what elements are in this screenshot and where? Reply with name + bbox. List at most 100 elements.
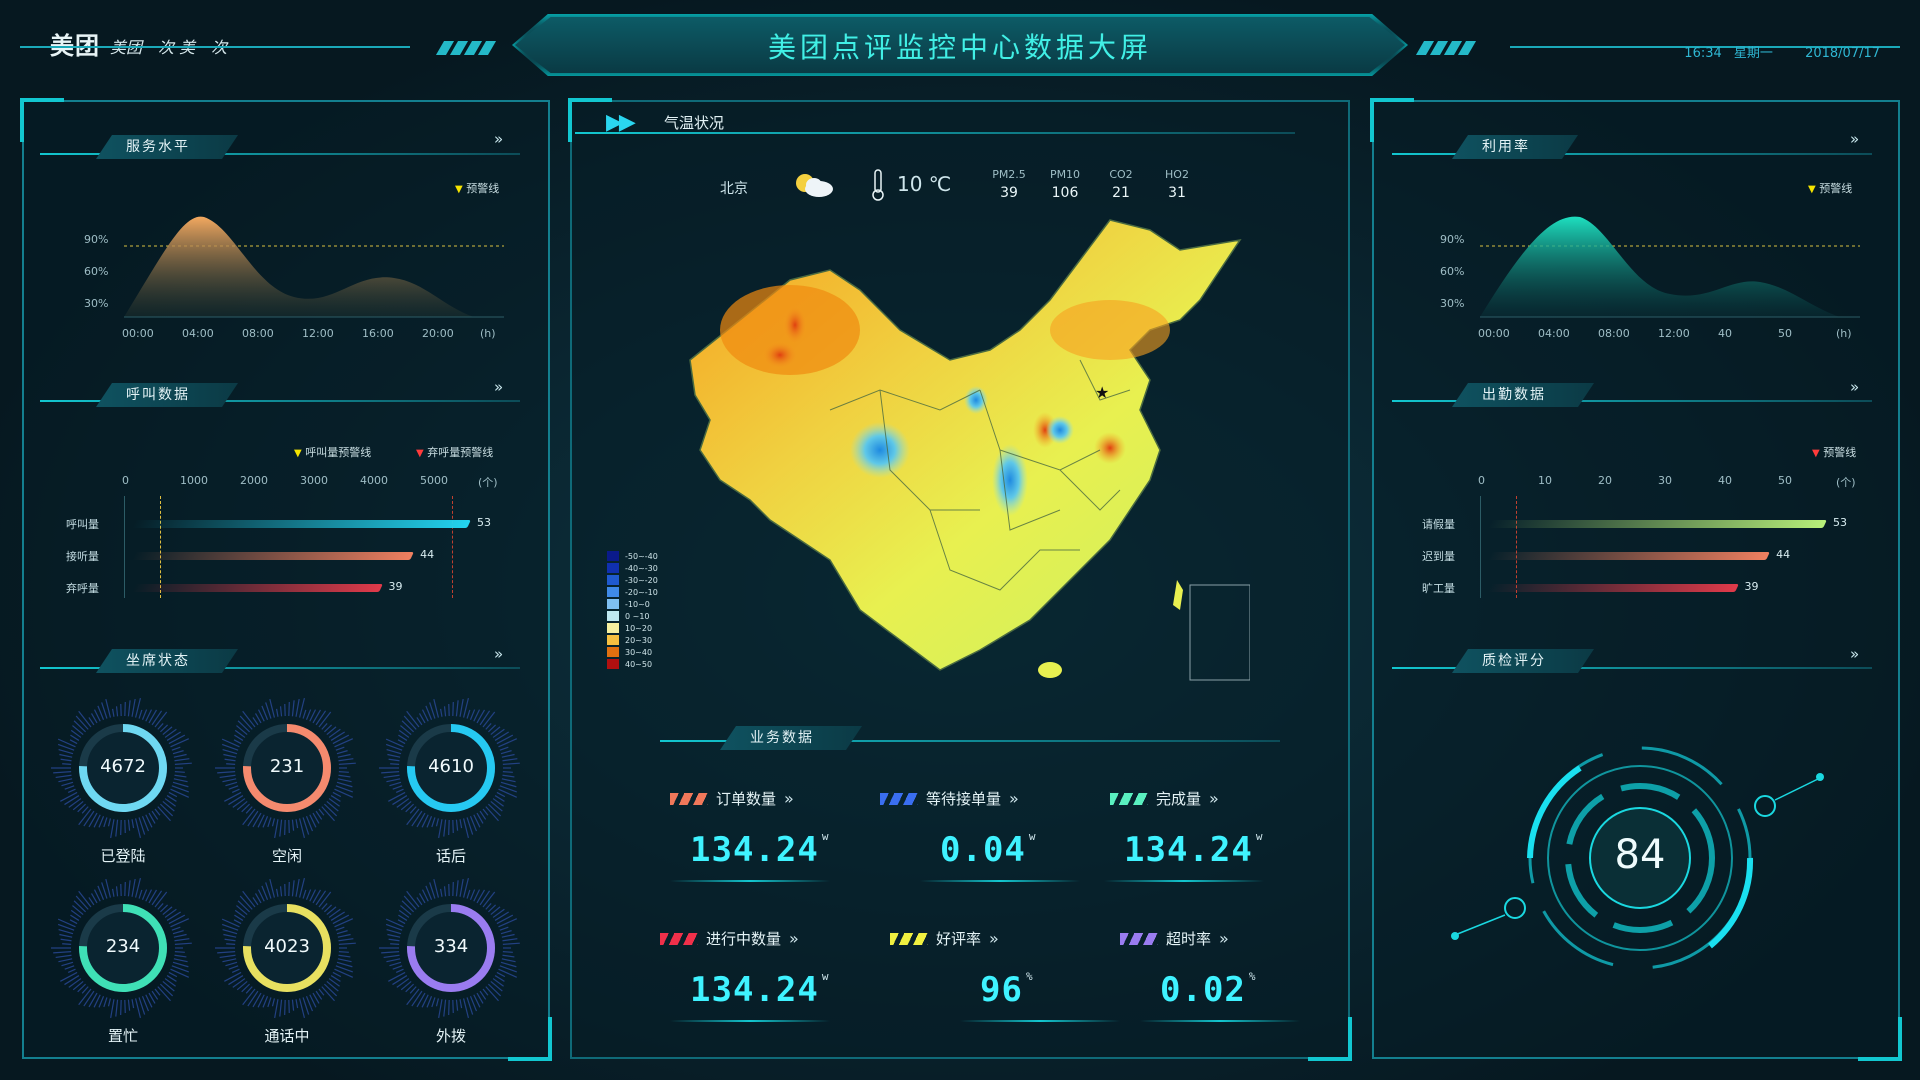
legend-label: 0 ~10 xyxy=(625,611,650,621)
quality-header: 质检评分 xyxy=(1452,648,1594,674)
x-tick: 30 xyxy=(1658,474,1672,487)
x-tick: 10 xyxy=(1538,474,1552,487)
bar xyxy=(132,520,471,528)
hot-zone xyxy=(1094,432,1126,464)
seat-ring-label: 外拨 xyxy=(435,1027,466,1045)
seat-ring xyxy=(379,877,520,1019)
seat-status-line xyxy=(40,667,520,669)
legend-label: -10~0 xyxy=(625,599,650,609)
air-quality-item: CO2 21 xyxy=(1096,168,1146,201)
legend-row: -50~-40 xyxy=(607,550,658,562)
metric-underline xyxy=(1140,1020,1300,1022)
seat-status-title: 坐席状态 xyxy=(96,649,238,673)
bar-label: 接听量 xyxy=(66,550,99,563)
metric-label-text: 好评率 xyxy=(936,930,982,948)
cold-zone xyxy=(992,444,1028,516)
partly-cloudy-icon xyxy=(796,174,833,197)
bar-value: 39 xyxy=(388,580,403,593)
date: 2018/07/17 xyxy=(1805,46,1880,61)
air-quality-item: HO2 31 xyxy=(1152,168,1202,201)
weather-line xyxy=(575,132,1295,134)
seat-ring-value: 4610 xyxy=(428,756,474,777)
bar-value: 39 xyxy=(1744,580,1759,593)
bar xyxy=(132,552,414,560)
metric-unit: w xyxy=(821,970,830,983)
seat-ring-label: 置忙 xyxy=(107,1027,138,1045)
weather-title: 气温状况 xyxy=(664,114,725,132)
seat-ring-label: 话后 xyxy=(435,847,466,865)
service-level-expand-icon[interactable]: » xyxy=(494,130,504,148)
chevron-right-icon: » xyxy=(1219,929,1229,948)
metric-label: 好评率 » xyxy=(890,928,999,949)
seat-ring xyxy=(51,697,192,839)
seat-ring-label: 已登陆 xyxy=(100,847,146,865)
legend-row: -40~-30 xyxy=(607,562,658,574)
temperature: 10 ℃ xyxy=(897,172,952,196)
hot-zone xyxy=(1050,300,1170,360)
hainan-island xyxy=(1038,662,1062,678)
gauge-connector xyxy=(1774,777,1821,801)
seat-ring-value: 4672 xyxy=(100,756,146,777)
china-temperature-map: ★ xyxy=(689,219,1250,681)
attendance-expand-icon[interactable]: » xyxy=(1850,378,1860,396)
seat-ring-label: 空闲 xyxy=(271,847,302,865)
legend-row: -30~-20 xyxy=(607,574,658,586)
x-tick: 00:00 xyxy=(1478,327,1510,340)
attendance-title: 出勤数据 xyxy=(1452,383,1594,407)
business-header: 业务数据 xyxy=(720,725,862,751)
metric-label-text: 等待接单量 xyxy=(926,790,1002,808)
air-quality-key: CO2 xyxy=(1109,168,1133,181)
legend-swatch xyxy=(607,659,619,669)
air-quality-value: 106 xyxy=(1051,185,1079,201)
hot-zone xyxy=(783,305,807,345)
x-tick: 12:00 xyxy=(302,327,334,340)
x-tick: 2000 xyxy=(240,474,268,487)
metric-underline xyxy=(670,1020,830,1022)
quality-expand-icon[interactable]: » xyxy=(1850,645,1860,663)
seat-ring xyxy=(215,877,356,1019)
x-tick: (个) xyxy=(1836,476,1856,489)
metric-stripe-icon xyxy=(1120,932,1158,945)
gauge-connector xyxy=(1454,914,1506,936)
utilization-expand-icon[interactable]: » xyxy=(1850,130,1860,148)
legend-swatch xyxy=(607,563,619,573)
legend-row: -10~0 xyxy=(607,598,658,610)
y-tick: 30% xyxy=(1440,297,1465,310)
legend-row: 10~20 xyxy=(607,622,658,634)
seat-ring-value: 231 xyxy=(269,756,305,777)
bar-label: 迟到量 xyxy=(1422,550,1455,563)
x-tick: 20:00 xyxy=(422,327,454,340)
metric-label: 进行中数量 » xyxy=(660,928,799,949)
utilization-chart xyxy=(1480,216,1860,318)
utilization-header: 利用率 xyxy=(1452,134,1578,160)
chevron-right-icon: » xyxy=(1009,789,1019,808)
seat-ring-value: 234 xyxy=(105,936,141,957)
bar xyxy=(1488,520,1827,528)
y-axis xyxy=(124,496,125,598)
bar-label: 呼叫量 xyxy=(66,518,99,531)
service-level-line xyxy=(40,153,520,155)
call-data-expand-icon[interactable]: » xyxy=(494,378,504,396)
warning-triangle-icon: ▼ xyxy=(1808,184,1816,195)
y-tick: 90% xyxy=(84,233,109,246)
metric-value: 134.24 w xyxy=(690,970,829,1010)
logo: 美团 xyxy=(50,32,100,60)
gauge-node xyxy=(1504,897,1526,919)
legend-label: -20~-10 xyxy=(625,587,658,597)
province-borders xyxy=(829,359,1131,591)
bar-value: 44 xyxy=(420,548,435,561)
beijing-star-icon: ★ xyxy=(1095,383,1109,402)
y-tick: 60% xyxy=(84,265,109,278)
x-tick: 04:00 xyxy=(1538,327,1570,340)
page-title: 美团点评监控中心数据大屏 xyxy=(767,31,1152,64)
south-china-sea-inset xyxy=(1189,584,1250,681)
bar xyxy=(1488,552,1770,560)
legend-row: -20~-10 xyxy=(607,586,658,598)
x-tick: 50 xyxy=(1778,474,1792,487)
seat-ring-value: 334 xyxy=(433,936,469,957)
metric-unit: % xyxy=(1248,970,1257,983)
seat-status-expand-icon[interactable]: » xyxy=(494,645,504,663)
hot-zone xyxy=(762,341,798,369)
chevron-right-icon: » xyxy=(989,929,999,948)
metric-value-text: 0.04 xyxy=(940,830,1026,870)
